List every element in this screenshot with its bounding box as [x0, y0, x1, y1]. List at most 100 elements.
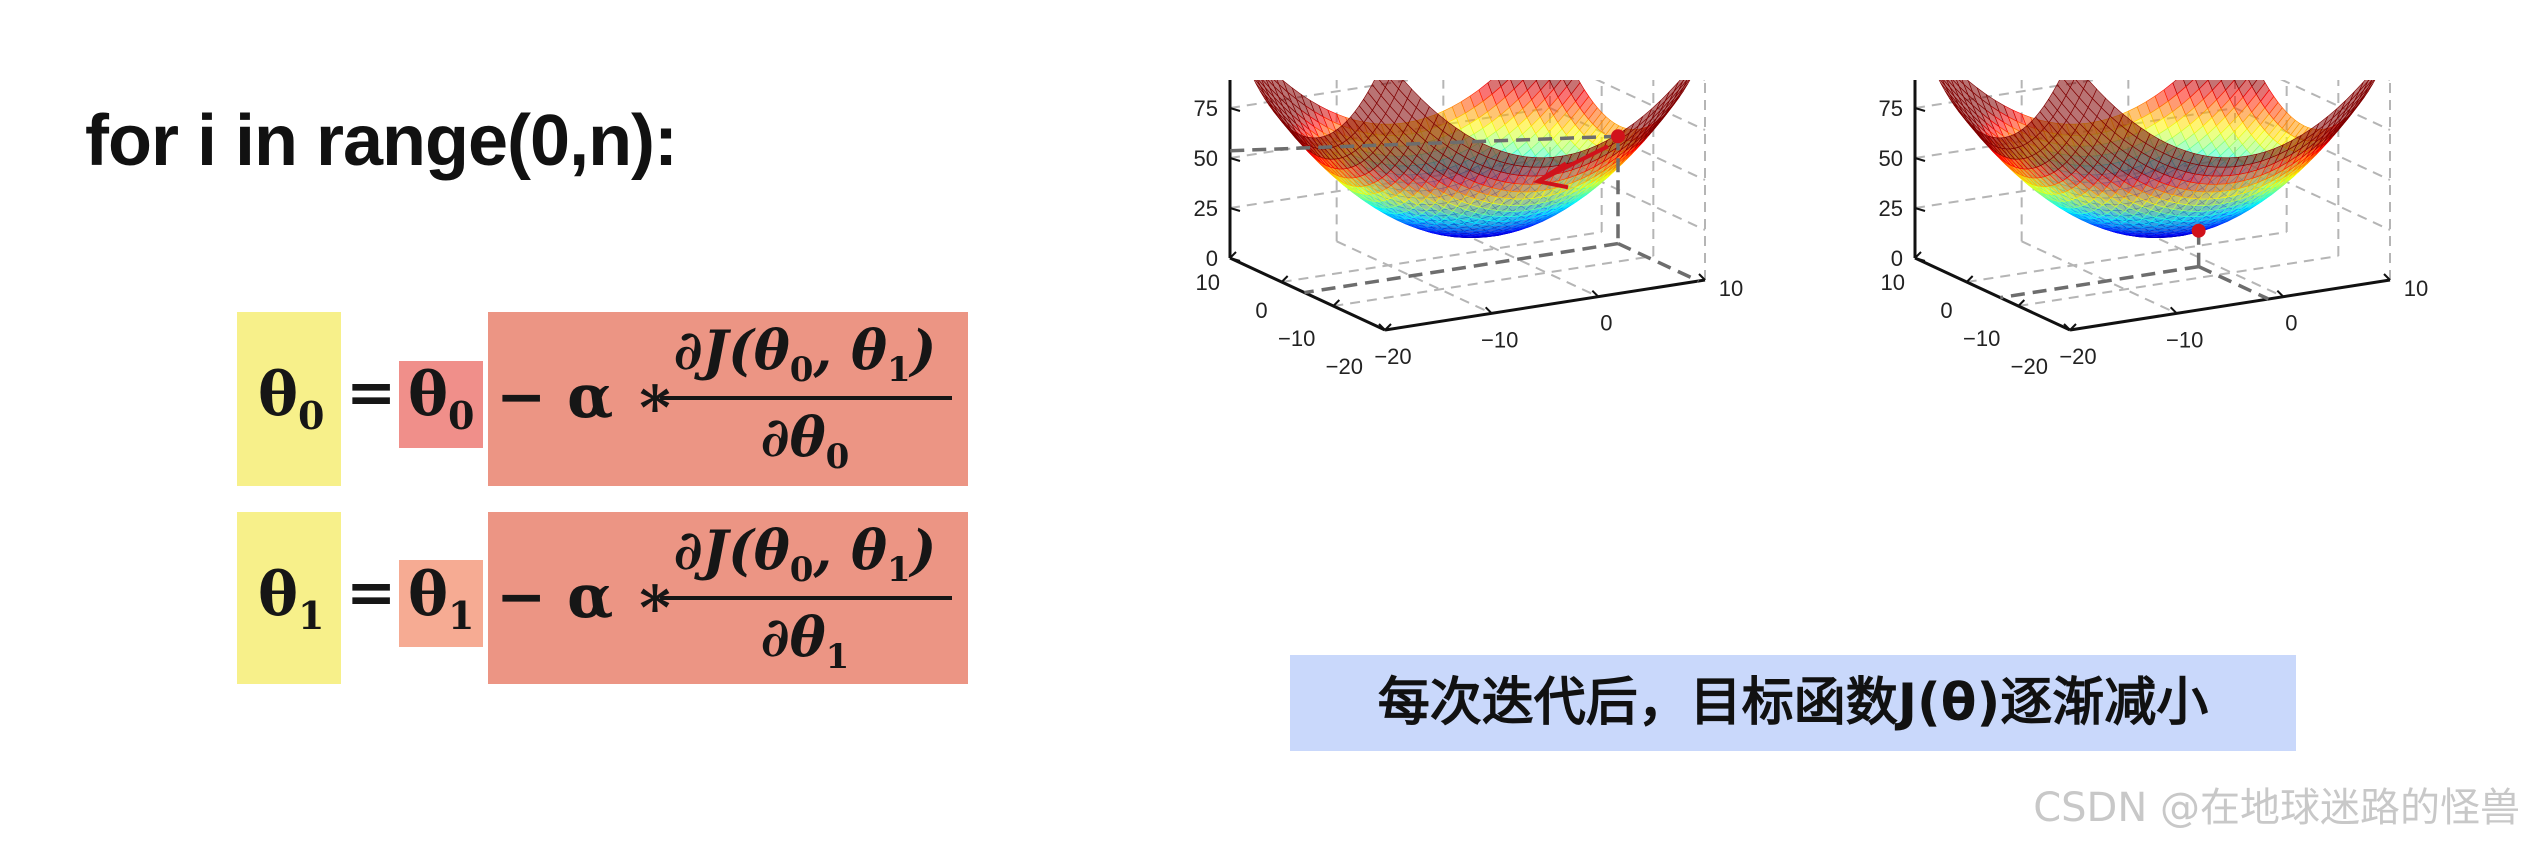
z-tick-mark — [1914, 157, 1926, 162]
x-tick-mark — [1280, 275, 1289, 283]
surface-cell — [1510, 80, 1524, 90]
y-tick-mark — [1591, 289, 1600, 298]
watermark: CSDN @在地球迷路的怪兽 — [2033, 785, 2520, 831]
surface-cell — [2248, 80, 2258, 87]
grid-line — [1336, 240, 1493, 315]
z-tick-label: 0 — [1891, 246, 1903, 271]
rhs-theta: θ1 — [408, 560, 475, 638]
z-tick-mark — [1914, 207, 1926, 212]
lhs-highlight — [237, 312, 341, 486]
x-tick-label: −10 — [1963, 326, 2000, 351]
surface-cell — [2363, 80, 2376, 96]
minus-alpha-times: − α ∗ — [496, 562, 676, 632]
surface-cell — [1674, 80, 1688, 99]
surface-cell — [1563, 80, 1573, 87]
z-tick-label: 50 — [1194, 146, 1218, 171]
current-point — [2191, 223, 2206, 238]
grid-line — [2127, 223, 2284, 298]
x-tick-label: −20 — [1326, 354, 1363, 379]
grid-line — [2018, 255, 2339, 307]
loop-header: for i in range(0,n): — [85, 101, 678, 181]
y-tick-label: −20 — [2059, 344, 2096, 369]
x-tick-mark — [1914, 251, 1922, 259]
x-tick-mark — [2069, 323, 2077, 331]
x-tick-label: 10 — [1881, 270, 1905, 295]
y-tick-mark — [2276, 289, 2285, 298]
surface-cell — [2359, 80, 2373, 99]
y-tick-mark — [2063, 323, 2071, 331]
caption: 每次迭代后，目标函数J(θ)逐渐减小 — [1377, 673, 2209, 733]
y-tick-label: −20 — [1374, 344, 1411, 369]
y-tick-mark — [1698, 273, 1706, 281]
surface-cell — [2195, 80, 2209, 90]
z-tick-mark — [1914, 107, 1926, 112]
old-theta-highlight — [399, 361, 483, 448]
lhs-theta: θ1 — [258, 560, 325, 638]
surface-cell — [1379, 80, 1390, 88]
grid-line — [1333, 255, 1654, 307]
surface-cell — [2075, 80, 2088, 90]
surface-cell — [1535, 80, 1550, 91]
x-tick-mark — [1229, 251, 1237, 259]
lhs-theta: θ0 — [258, 360, 325, 438]
surface-cell — [2234, 80, 2247, 90]
surface-cell — [1678, 80, 1688, 91]
x-tick-label: 0 — [1255, 298, 1267, 323]
surface-cell — [2358, 80, 2369, 92]
x-tick-label: 10 — [1196, 270, 1220, 295]
y-tick-label: −10 — [2166, 327, 2203, 352]
surface-cell — [2220, 80, 2235, 91]
surface-cell — [2183, 80, 2194, 88]
surface-mesh — [1253, 80, 1691, 239]
grid-line — [2021, 240, 2178, 315]
old-theta-highlight — [399, 560, 483, 647]
surface-cell — [1549, 80, 1562, 90]
fraction-numerator: ∂J(θ0, θ1) — [673, 518, 937, 590]
x-tick-label: −10 — [1278, 326, 1315, 351]
y-tick-label: 10 — [2404, 276, 2428, 301]
projection-line — [1304, 241, 1619, 295]
z-tick-mark — [1229, 157, 1241, 162]
y-tick-mark — [1484, 306, 1493, 315]
surface-cell — [2363, 80, 2373, 91]
rhs-theta: θ0 — [408, 360, 475, 438]
surface-cell — [2064, 80, 2075, 88]
y-axis — [1384, 278, 1706, 332]
fraction-bar — [660, 596, 952, 600]
surface-mesh — [1938, 80, 2376, 239]
fraction-bar — [660, 396, 952, 400]
minus-alpha-times: − α ∗ — [496, 362, 676, 432]
z-tick-mark — [1229, 207, 1241, 212]
z-tick-label: 75 — [1194, 96, 1218, 121]
projection-line — [1617, 241, 1700, 283]
y-tick-mark — [1378, 323, 1386, 331]
x-tick-mark — [1384, 323, 1392, 331]
x-tick-mark — [1965, 275, 1974, 283]
projection-line — [1999, 264, 2199, 300]
z-tick-mark — [1914, 257, 1926, 262]
projection-line — [2197, 265, 2270, 301]
caption-highlight — [1290, 655, 2296, 751]
equals-sign: = — [346, 358, 397, 428]
grid-line — [1281, 231, 1602, 283]
descent-arrow-head — [1532, 161, 1569, 190]
z-tick-label: 25 — [1194, 196, 1218, 221]
x-tick-mark — [2017, 299, 2026, 307]
x-tick-label: −20 — [2011, 354, 2048, 379]
surface-cell — [2367, 80, 2375, 88]
z-tick-label: 75 — [1879, 96, 1903, 121]
surface-cell — [1390, 80, 1403, 90]
fraction-denominator: ∂θ0 — [760, 405, 850, 477]
y-axis — [2069, 278, 2391, 332]
equals-sign: = — [346, 558, 397, 628]
fraction-numerator: ∂J(θ0, θ1) — [673, 318, 937, 390]
y-tick-label: 0 — [1600, 311, 1612, 336]
fraction-denominator: ∂θ1 — [760, 605, 850, 677]
z-tick-mark — [1229, 257, 1241, 262]
z-tick-label: 0 — [1206, 246, 1218, 271]
surface-cell — [2367, 80, 2370, 82]
